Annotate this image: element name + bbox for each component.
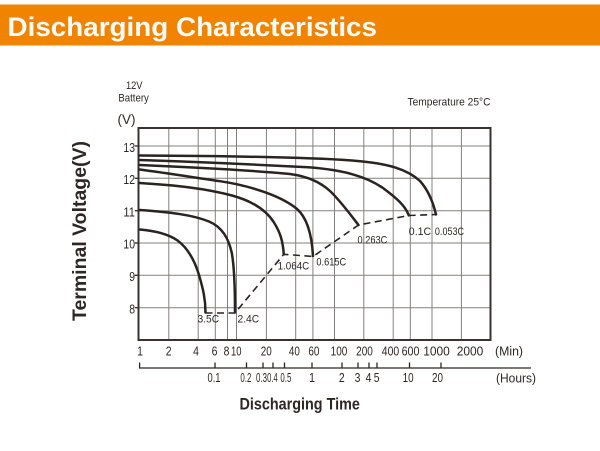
svg-text:12: 12 [123, 172, 135, 187]
svg-text:60: 60 [308, 343, 319, 358]
svg-text:400: 400 [382, 343, 399, 358]
svg-text:0.1C: 0.1C [409, 226, 431, 238]
svg-text:0.053C: 0.053C [435, 226, 464, 238]
svg-text:40: 40 [289, 343, 300, 358]
svg-text:20: 20 [261, 343, 272, 358]
svg-text:0.615C: 0.615C [316, 257, 346, 269]
svg-text:2.4C: 2.4C [238, 314, 260, 326]
svg-text:3.5C: 3.5C [198, 314, 220, 326]
svg-text:600: 600 [402, 343, 420, 358]
svg-text:0.2: 0.2 [240, 370, 251, 385]
svg-text:5: 5 [374, 370, 380, 385]
svg-text:2000: 2000 [457, 343, 484, 358]
svg-text:2: 2 [166, 343, 172, 358]
svg-text:20: 20 [432, 370, 443, 385]
svg-text:9: 9 [129, 269, 135, 284]
svg-text:0.3: 0.3 [256, 370, 267, 385]
svg-text:4: 4 [366, 370, 372, 385]
svg-text:1.064C: 1.064C [278, 261, 310, 273]
svg-text:(V): (V) [118, 112, 136, 127]
svg-text:0.1: 0.1 [208, 370, 221, 385]
svg-text:Discharging Characteristics: Discharging Characteristics [8, 12, 378, 42]
svg-text:2: 2 [339, 370, 345, 385]
svg-text:8: 8 [129, 301, 135, 316]
svg-text:(Min): (Min) [495, 343, 523, 358]
svg-text:200: 200 [356, 343, 373, 358]
svg-text:10: 10 [123, 237, 135, 252]
svg-text:0.5: 0.5 [280, 370, 291, 385]
svg-text:0.263C: 0.263C [358, 235, 388, 247]
svg-text:1000: 1000 [423, 343, 450, 358]
svg-text:0.4: 0.4 [267, 370, 278, 385]
svg-text:4: 4 [193, 343, 199, 358]
svg-text:8: 8 [224, 343, 230, 358]
svg-text:1: 1 [137, 343, 143, 358]
svg-text:6: 6 [212, 343, 218, 358]
svg-text:Discharging Time: Discharging Time [240, 394, 360, 413]
svg-text:13: 13 [123, 140, 135, 155]
svg-text:10: 10 [403, 370, 414, 385]
svg-text:3: 3 [355, 370, 361, 385]
svg-text:11: 11 [123, 204, 135, 219]
svg-text:10: 10 [231, 343, 242, 358]
svg-text:Temperature 25°C: Temperature 25°C [408, 97, 491, 109]
svg-text:(Hours): (Hours) [496, 370, 536, 385]
svg-text:Terminal Voltage(V): Terminal Voltage(V) [69, 141, 91, 321]
svg-text:12V: 12V [126, 80, 143, 92]
svg-text:1: 1 [309, 370, 315, 385]
svg-text:100: 100 [331, 343, 348, 358]
svg-text:Battery: Battery [118, 92, 149, 104]
